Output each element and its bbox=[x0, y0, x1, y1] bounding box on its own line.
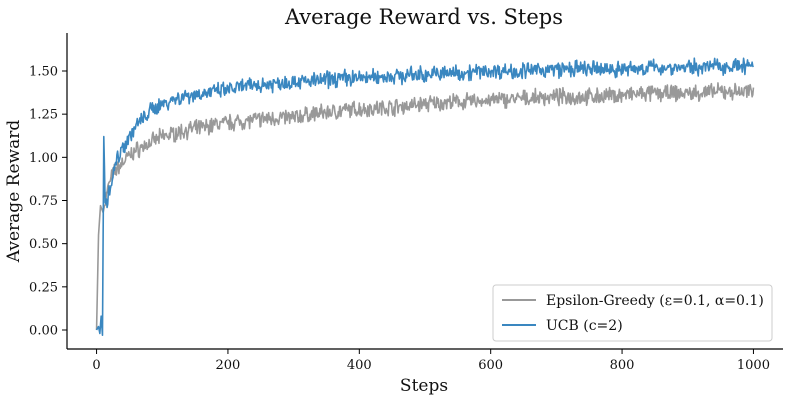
legend: Epsilon-Greedy (ε=0.1, α=0.1) UCB (c=2) bbox=[492, 284, 773, 342]
x-tick-label: 1000 bbox=[737, 358, 770, 373]
y-ticks: 0.00 0.25 0.50 0.75 1.00 1.25 1.50 bbox=[29, 64, 67, 339]
legend-label-ucb: UCB (c=2) bbox=[546, 318, 623, 334]
y-tick-label: 0.50 bbox=[29, 237, 58, 252]
y-tick-label: 1.25 bbox=[29, 108, 58, 123]
legend-label-epsilon-greedy: Epsilon-Greedy (ε=0.1, α=0.1) bbox=[546, 293, 764, 309]
x-tick-label: 800 bbox=[610, 358, 635, 373]
y-tick-label: 0.00 bbox=[29, 324, 58, 339]
series-line-epsilon-greedy bbox=[95, 82, 755, 331]
chart-title: Average Reward vs. Steps bbox=[284, 5, 563, 29]
x-ticks: 0 200 400 600 800 1000 bbox=[92, 349, 770, 373]
series-layer bbox=[95, 57, 755, 336]
x-tick-label: 600 bbox=[478, 358, 503, 373]
y-tick-label: 1.00 bbox=[29, 151, 58, 166]
x-tick-label: 400 bbox=[347, 358, 372, 373]
legend-box bbox=[492, 284, 773, 342]
y-tick-label: 1.50 bbox=[29, 64, 58, 79]
series-line-ucb bbox=[95, 57, 755, 336]
y-axis-label: Average Reward bbox=[4, 120, 24, 264]
x-tick-label: 200 bbox=[216, 358, 241, 373]
x-axis-label: Steps bbox=[400, 376, 448, 396]
x-tick-label: 0 bbox=[92, 358, 100, 373]
y-tick-label: 0.75 bbox=[29, 194, 58, 209]
y-tick-label: 0.25 bbox=[29, 280, 58, 295]
